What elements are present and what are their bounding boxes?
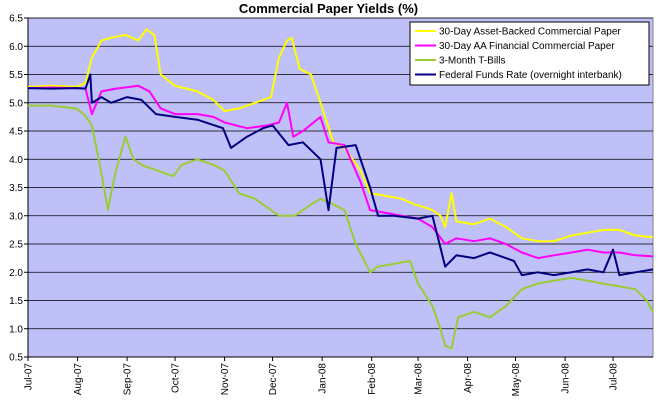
y-tick-label: 0.5 (9, 353, 23, 364)
series-layer (27, 28, 654, 350)
x-tick-label: Oct-07 (171, 363, 182, 393)
series-line-4 (27, 73, 654, 277)
x-tick-label: Jan-08 (318, 363, 329, 394)
x-tick-label: Nov-07 (220, 363, 231, 396)
x-tick-label: Aug-07 (73, 363, 84, 396)
y-tick-label: 3.5 (9, 183, 23, 194)
x-tick-label: Apr-08 (463, 363, 474, 393)
x-tick-label: May-08 (511, 363, 522, 397)
y-tick-label: 2.5 (9, 240, 23, 251)
y-tick-label: 3.0 (9, 211, 23, 222)
y-tick-label: 1.5 (9, 296, 23, 307)
legend-label-1: 30-Day Asset-Backed Commercial Paper (439, 27, 621, 38)
x-tick-label: Jul-07 (24, 363, 35, 391)
legend-label-4: Federal Funds Rate (overnight interbank) (439, 70, 622, 81)
y-tick-label: 5.0 (9, 98, 23, 109)
y-tick-label: 1.0 (9, 324, 23, 335)
series-line-2 (27, 84, 654, 260)
series-line-3 (28, 104, 654, 350)
y-tick-label: 4.0 (9, 155, 23, 166)
legend-label-2: 30-Day AA Financial Commercial Paper (439, 41, 615, 52)
gridlines (28, 17, 653, 358)
y-tick-label: 2.0 (9, 268, 23, 279)
x-tick-label: Jun-08 (561, 363, 572, 394)
legend-box (409, 21, 650, 86)
legend: 30-Day Asset-Backed Commercial Paper 30-D… (409, 21, 650, 86)
y-tick-label: 4.5 (9, 127, 23, 138)
y-tick-label: 6.0 (9, 42, 23, 53)
series-line-1 (27, 28, 654, 243)
y-tick-label: 5.5 (9, 70, 23, 81)
axes: 0.5 1.0 1.5 2.0 2.5 3.0 3.5 4.0 4.5 5.0 5.5 6.0 6.5 J… (9, 14, 653, 397)
legend-label-3: 3-Month T-Bills (439, 56, 506, 67)
chart-title: Commercial Paper Yields (%) (238, 1, 419, 16)
y-tick-label: 6.5 (9, 14, 23, 25)
x-tick-label: Feb-08 (367, 363, 378, 395)
x-tick-label: Mar-08 (414, 363, 425, 395)
x-tick-label: Sep-07 (123, 363, 134, 396)
x-tick-label: Jul-08 (609, 363, 620, 391)
x-tick-label: Dec-07 (268, 363, 279, 396)
